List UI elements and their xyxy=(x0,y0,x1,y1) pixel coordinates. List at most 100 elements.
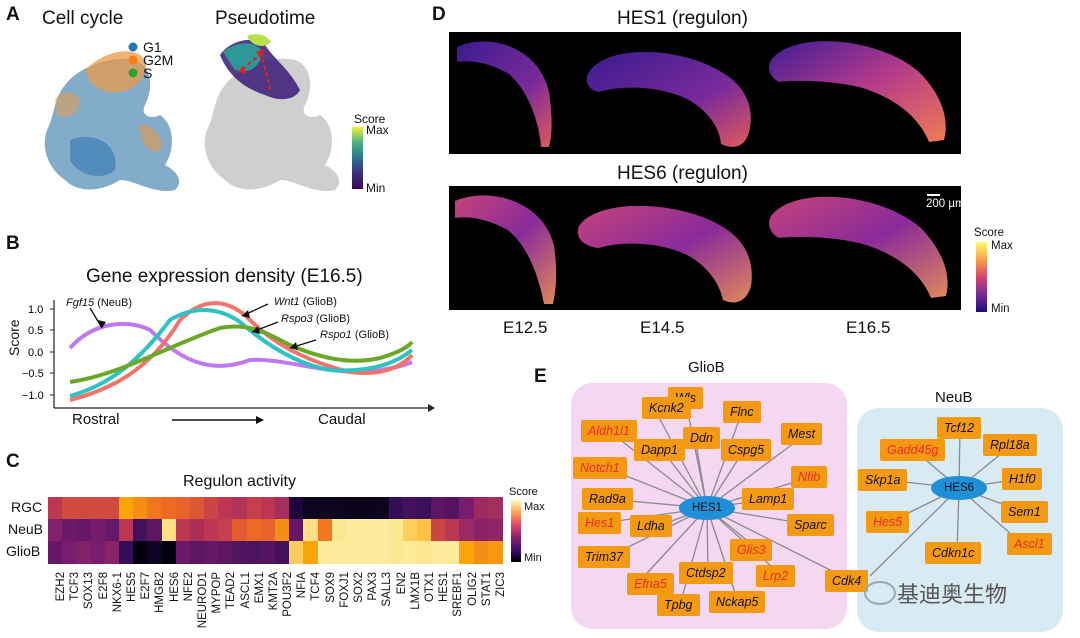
node-cdkn1c: Cdkn1c xyxy=(925,542,982,564)
heatmap-cell xyxy=(473,497,489,520)
heatmap-column-label: TCF4 xyxy=(310,572,323,601)
node-ldha: Ldha xyxy=(630,515,672,537)
heatmap-cell xyxy=(473,541,489,564)
heatmap-column-label: TCF3 xyxy=(69,572,82,601)
heatmap-cell xyxy=(147,541,162,564)
heatmap-cell xyxy=(416,519,432,542)
node-sparc: Sparc xyxy=(787,514,834,536)
heatmap-cell xyxy=(402,541,418,564)
node-hes1: Hes1 xyxy=(578,512,622,534)
panel-a-letter: A xyxy=(6,4,20,25)
heatmap-cell xyxy=(62,519,77,542)
heatmap-cell xyxy=(62,541,77,564)
node-lamp1: Lamp1 xyxy=(742,488,795,510)
a-score-min: Min xyxy=(366,181,386,195)
panel-b-title: Gene expression density (E16.5) xyxy=(86,266,363,287)
heatmap-cell xyxy=(90,497,106,520)
heatmap-column-label: FOXJ1 xyxy=(338,572,351,608)
heatmap-cell xyxy=(175,519,191,542)
node-rad9a: Rad9a xyxy=(582,488,633,510)
heatmap-cell xyxy=(388,519,404,542)
heatmap-column-label: KMT2A xyxy=(267,572,280,611)
heatmap-cell xyxy=(232,519,248,542)
stage-e14-5: E14.5 xyxy=(640,318,685,337)
heatmap-column-label: HES5 xyxy=(126,572,139,603)
heatmap-cell xyxy=(161,497,177,520)
heatmap-cell xyxy=(189,497,205,520)
node-hes5: Hes5 xyxy=(866,511,910,533)
panel-b-letter: B xyxy=(6,233,20,254)
heatmap-cell xyxy=(232,497,248,520)
ytick-0.0: 0.0 xyxy=(28,347,43,359)
heatmap-cell xyxy=(388,541,404,564)
cell-cycle-legend xyxy=(128,42,138,78)
heatmap-cell xyxy=(104,541,120,564)
heatmap-column-label: HES6 xyxy=(168,572,181,603)
heatmap-cell xyxy=(402,497,418,520)
heatmap-cell xyxy=(175,541,191,564)
wechat-icon xyxy=(864,581,896,605)
heatmap-column-label: SREBF1 xyxy=(452,572,465,617)
c-score-title: Score xyxy=(509,486,538,498)
heatmap-column-label: HES1 xyxy=(438,572,451,603)
node-lrp2: Lrp2 xyxy=(756,565,796,587)
cell-cycle-umap xyxy=(44,51,180,192)
node-rpl18a: Rpl18a xyxy=(983,434,1037,456)
ytick--0.5: −0.5 xyxy=(22,368,44,380)
annot-rspo1: Rspo1 (GlioB) xyxy=(320,329,390,341)
heatmap-cell xyxy=(487,541,503,564)
heatmap-cell xyxy=(374,497,389,520)
heatmap-cell xyxy=(473,519,489,542)
c-score-min: Min xyxy=(524,552,542,564)
heatmap-column-label: SOX2 xyxy=(353,572,366,603)
legend-dot-g1 xyxy=(128,42,138,52)
heatmap-cell xyxy=(445,497,460,520)
heatmap-cell xyxy=(147,519,162,542)
c-score-colorbar xyxy=(511,500,521,562)
heatmap-cell xyxy=(118,519,134,542)
heatmap-cell xyxy=(388,497,404,520)
heatmap-cell xyxy=(204,519,219,542)
heatmap-column-labels: EZH2 TCF3 SOX13 E2F8 NKX6-1 HES5 E2F7 HMGB2 HES6… xyxy=(48,566,507,638)
pseudotime-title: Pseudotime xyxy=(215,8,316,29)
node-nckap5: Nckap5 xyxy=(709,591,766,613)
heatmap-cell xyxy=(317,497,333,520)
legend-s: S xyxy=(143,65,153,81)
heatmap-cell xyxy=(345,497,361,520)
heatmap-cell xyxy=(402,519,418,542)
node-h1f0: H1f0 xyxy=(1002,468,1043,490)
heatmap-cell xyxy=(189,519,205,542)
heatmap-column-label: NFE2 xyxy=(182,572,195,602)
heatmap-cell xyxy=(76,541,92,564)
annot-rspo3: Rspo3 (GlioB) xyxy=(281,313,351,325)
heatmap-cell xyxy=(218,519,233,542)
heatmap-column-label: LMX1B xyxy=(409,572,422,610)
heatmap-column-label: HMGB2 xyxy=(154,572,167,613)
density-plot: 1.0 0.5 0.0 −0.5 −1.0 xyxy=(22,300,435,412)
node-dapp1: Dapp1 xyxy=(634,439,685,461)
heatmap-cell xyxy=(232,541,248,564)
a-score-max: Max xyxy=(366,123,389,137)
heatmap-cell xyxy=(289,541,304,564)
node-aldh1l1: Aldh1l1 xyxy=(581,420,637,442)
heatmap-column-label: STAT1 xyxy=(480,572,493,607)
heatmap-cell xyxy=(133,541,148,564)
legend-g1: G1 xyxy=(143,39,162,55)
heatmap-cell xyxy=(360,519,375,542)
heatmap-cell xyxy=(246,541,262,564)
node-gadd45g: Gadd45g xyxy=(880,439,946,461)
heatmap-cell xyxy=(416,541,432,564)
heatmap-cell xyxy=(331,519,347,542)
node-ctdsp2: Ctdsp2 xyxy=(679,562,733,584)
heatmap-cell xyxy=(374,519,389,542)
node-trim37: Trim37 xyxy=(578,546,630,568)
xlabel-rostral: Rostral xyxy=(72,411,120,428)
heatmap-cell xyxy=(133,519,148,542)
legend-dot-s xyxy=(128,68,138,78)
heatmap-cell xyxy=(289,497,304,520)
heatmap-cell xyxy=(175,497,191,520)
heatmap-column-label: PAX3 xyxy=(367,572,380,601)
heatmap-cell xyxy=(416,497,432,520)
heatmap-cell xyxy=(76,497,92,520)
heatmap-title: Regulon activity xyxy=(183,473,296,490)
